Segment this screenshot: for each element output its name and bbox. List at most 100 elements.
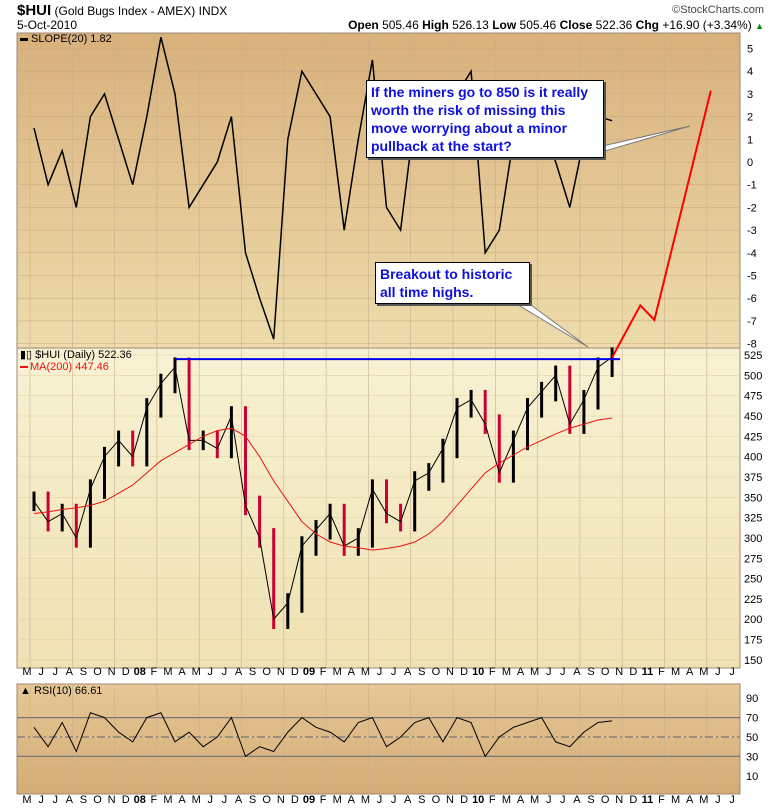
month-label: 11 bbox=[642, 794, 654, 806]
month-label: S bbox=[80, 794, 87, 806]
month-label: M bbox=[192, 666, 201, 678]
up-arrow-icon: ▲ bbox=[755, 21, 764, 31]
month-label: O bbox=[601, 666, 610, 678]
month-label: J bbox=[377, 666, 383, 678]
month-label: N bbox=[277, 794, 285, 806]
month-label: O bbox=[93, 666, 102, 678]
month-label: 11 bbox=[642, 666, 654, 678]
rsi-tick-label: 70 bbox=[746, 713, 758, 725]
month-label: M bbox=[502, 666, 511, 678]
month-label: F bbox=[489, 794, 496, 806]
price-tick-label: 175 bbox=[744, 635, 762, 647]
month-label: A bbox=[178, 666, 186, 678]
slope-tick-label: 5 bbox=[747, 44, 753, 56]
slope-tick-label: 4 bbox=[747, 66, 753, 78]
month-label: F bbox=[320, 794, 327, 806]
chg-label: Chg bbox=[635, 18, 659, 32]
month-label: D bbox=[460, 666, 468, 678]
slope-tick-label: 1 bbox=[747, 134, 753, 146]
rsi-legend: ▲ RSI(10) 66.61 bbox=[20, 685, 102, 697]
month-label: A bbox=[573, 666, 581, 678]
slope-tick-label: -5 bbox=[747, 271, 757, 283]
month-label: M bbox=[22, 666, 31, 678]
month-label: M bbox=[699, 794, 708, 806]
open-label: Open bbox=[348, 18, 379, 32]
ohlc-readout: Open 505.46 High 526.13 Low 505.46 Close… bbox=[348, 18, 764, 32]
slope-tick-label: -8 bbox=[747, 339, 757, 351]
month-label: N bbox=[615, 794, 623, 806]
month-label: F bbox=[658, 666, 665, 678]
month-label: A bbox=[404, 794, 412, 806]
month-label: M bbox=[192, 794, 201, 806]
month-label: S bbox=[418, 794, 425, 806]
month-label: A bbox=[348, 666, 356, 678]
month-label: J bbox=[52, 666, 58, 678]
copyright: ©StockCharts.com bbox=[672, 4, 764, 16]
month-label: 10 bbox=[472, 666, 484, 678]
month-label: S bbox=[80, 666, 87, 678]
month-label: D bbox=[122, 666, 130, 678]
month-label: J bbox=[208, 794, 214, 806]
month-label: N bbox=[108, 794, 116, 806]
month-label: A bbox=[235, 666, 243, 678]
price-tick-label: 200 bbox=[744, 614, 762, 626]
projection-line bbox=[611, 90, 712, 358]
month-label: M bbox=[163, 794, 172, 806]
price-legend: ▮▯ $HUI (Daily) 522.36 bbox=[20, 349, 132, 361]
month-label: D bbox=[291, 666, 299, 678]
month-label: J bbox=[715, 794, 721, 806]
slope-tick-label: 3 bbox=[747, 89, 753, 101]
rsi-tick-label: 30 bbox=[746, 751, 758, 763]
slope-legend-swatch bbox=[20, 38, 28, 41]
slope-tick-label: -1 bbox=[747, 180, 757, 192]
rsi-panel bbox=[16, 683, 741, 795]
price-tick-label: 475 bbox=[744, 391, 762, 403]
slope-tick-label: -2 bbox=[747, 202, 757, 214]
month-label: J bbox=[729, 794, 735, 806]
month-label: M bbox=[530, 666, 539, 678]
price-tick-label: 350 bbox=[744, 492, 762, 504]
month-label: M bbox=[333, 794, 342, 806]
price-tick-label: 275 bbox=[744, 553, 762, 565]
month-label: J bbox=[391, 666, 397, 678]
month-label: M bbox=[22, 794, 31, 806]
open-value: 505.46 bbox=[382, 18, 419, 32]
month-label: A bbox=[66, 794, 74, 806]
month-label: 08 bbox=[134, 666, 146, 678]
month-label: N bbox=[108, 666, 116, 678]
month-label: J bbox=[38, 794, 44, 806]
month-label: F bbox=[489, 666, 496, 678]
slope-tick-label: -7 bbox=[747, 316, 757, 328]
price-panel bbox=[16, 347, 741, 669]
price-tick-label: 400 bbox=[744, 452, 762, 464]
month-label: 10 bbox=[472, 794, 484, 806]
ma200-line bbox=[33, 417, 613, 551]
month-label: 09 bbox=[303, 666, 315, 678]
month-label: M bbox=[333, 666, 342, 678]
month-label: J bbox=[52, 794, 58, 806]
month-label: J bbox=[715, 666, 721, 678]
month-label: A bbox=[573, 794, 581, 806]
month-label: M bbox=[361, 666, 370, 678]
month-label: M bbox=[530, 794, 539, 806]
month-label: 09 bbox=[303, 794, 315, 806]
low-value: 505.46 bbox=[519, 18, 557, 32]
month-label: J bbox=[377, 794, 383, 806]
low-label: Low bbox=[492, 18, 517, 32]
month-label: O bbox=[262, 794, 271, 806]
month-label: D bbox=[629, 666, 637, 678]
month-label: D bbox=[460, 794, 468, 806]
month-label: S bbox=[249, 666, 256, 678]
chg-value: +16.90 (+3.34%) bbox=[662, 18, 752, 32]
chart-date: 5-Oct-2010 bbox=[17, 18, 78, 32]
slope-tick-label: -4 bbox=[747, 248, 757, 260]
rsi-tick-label: 90 bbox=[746, 693, 758, 705]
month-label: F bbox=[320, 666, 327, 678]
slope-tick-label: 2 bbox=[747, 112, 753, 124]
month-label: A bbox=[517, 666, 525, 678]
slope-legend: SLOPE(20) 1.82 bbox=[31, 33, 112, 45]
month-label: J bbox=[546, 794, 552, 806]
slope-tick-label: -3 bbox=[747, 225, 757, 237]
slope-tick-label: 0 bbox=[747, 157, 753, 169]
month-label: O bbox=[262, 666, 271, 678]
